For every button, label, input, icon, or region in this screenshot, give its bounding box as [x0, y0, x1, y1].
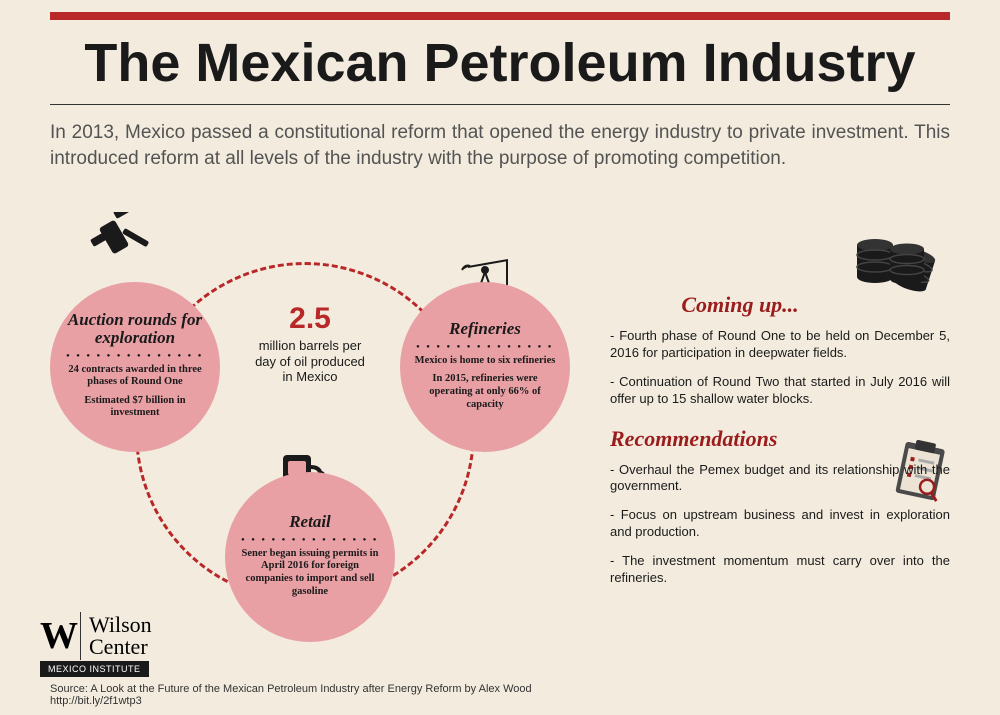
- logo-w-icon: W: [40, 614, 72, 658]
- title-underline: [50, 104, 950, 105]
- logo-line1: Wilson: [89, 614, 152, 636]
- retail-line1: Sener began issuing permits in April 201…: [237, 548, 383, 598]
- rec-item: - Overhaul the Pemex budget and its rela…: [610, 462, 950, 496]
- oil-barrels-icon: [845, 227, 955, 297]
- center-value: 2.5: [250, 302, 370, 336]
- auction-line1: 24 contracts awarded in three phases of …: [62, 364, 208, 389]
- top-accent-bar: [50, 12, 950, 20]
- logo-line2: Center: [89, 636, 152, 658]
- dots: ● ● ● ● ● ● ● ● ● ● ● ● ● ●: [416, 344, 554, 350]
- right-column: Coming up... - Fourth phase of Round One…: [610, 292, 950, 599]
- dots: ● ● ● ● ● ● ● ● ● ● ● ● ● ●: [66, 353, 204, 359]
- intro-text: In 2013, Mexico passed a constitutional …: [50, 120, 950, 171]
- refineries-line2: In 2015, refineries were operating at on…: [412, 373, 558, 411]
- mexico-institute-badge: MEXICO INSTITUTE: [40, 661, 149, 677]
- source-line2: http://bit.ly/2f1wtp3: [50, 695, 142, 707]
- rec-item: - The investment momentum must carry ove…: [610, 553, 950, 587]
- logo-divider: [80, 612, 81, 660]
- auction-title: Auction rounds for exploration: [62, 311, 208, 347]
- bubble-auction: Auction rounds for exploration ● ● ● ● ●…: [50, 282, 220, 452]
- retail-title: Retail: [289, 513, 331, 531]
- source-line1: Source: A Look at the Future of the Mexi…: [50, 683, 532, 695]
- rec-item: - Focus on upstream business and invest …: [610, 507, 950, 541]
- wilson-center-logo: W Wilson Center: [40, 612, 152, 660]
- auction-line2: Estimated $7 billion in investment: [62, 395, 208, 420]
- bubble-retail: Retail ● ● ● ● ● ● ● ● ● ● ● ● ● ● Sener…: [225, 472, 395, 642]
- gavel-icon: [85, 212, 155, 282]
- source-citation: Source: A Look at the Future of the Mexi…: [50, 683, 532, 707]
- coming-up-heading: Coming up...: [530, 292, 950, 318]
- center-label: million barrels per day of oil produced …: [250, 338, 370, 385]
- refineries-title: Refineries: [449, 320, 521, 338]
- diagram-area: 2.5 million barrels per day of oil produ…: [50, 247, 590, 667]
- coming-item: - Continuation of Round Two that started…: [610, 374, 950, 408]
- refineries-line1: Mexico is home to six refineries: [415, 355, 556, 368]
- coming-item: - Fourth phase of Round One to be held o…: [610, 328, 950, 362]
- recommendations-heading: Recommendations: [610, 426, 950, 452]
- dots: ● ● ● ● ● ● ● ● ● ● ● ● ● ●: [241, 537, 379, 543]
- center-statistic: 2.5 million barrels per day of oil produ…: [250, 302, 370, 385]
- page-title: The Mexican Petroleum Industry: [0, 32, 1000, 94]
